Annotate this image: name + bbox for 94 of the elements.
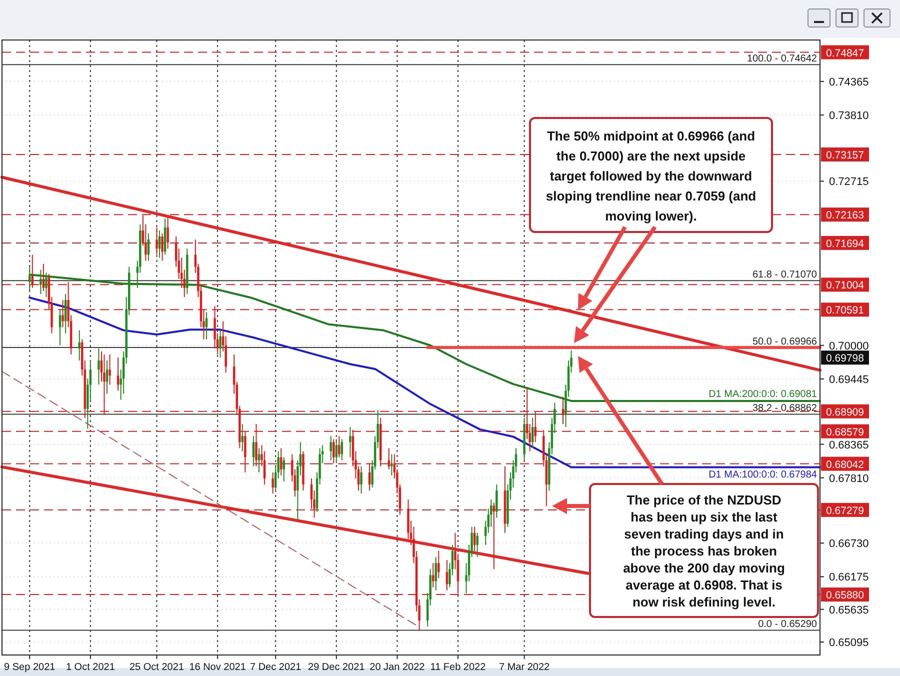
candlestick [42,263,45,292]
x-tick-label: 7 Mar 2022 [499,662,550,673]
series-label: D1 MA:200:0:0: 0.69081 [708,388,818,400]
candlestick [161,233,164,262]
y-tick-label: 0.67810 [829,472,869,485]
candlestick [338,436,340,458]
y-tick-label: 0.69445 [829,374,869,386]
candlestick [438,550,440,579]
x-tick-label: 7 Dec 2021 [250,662,302,673]
ref-line-label: 0.68909 [826,406,864,418]
annotation: 61.8 - 0.71070 [752,270,818,281]
x-tick-label: 9 Sep 2021 [4,662,56,673]
x-tick-label: 1 Oct 2021 [66,662,116,673]
y-tick-label: 0.65095 [829,637,869,649]
annotation: The price of the NZDUSD has been up six the last seven trading days and in the process has broken above the 200 day moving average at 0.6908. That is now risk defining level. [623,492,785,610]
candlestick [280,448,282,476]
candlestick [349,426,352,458]
series-label: D1 MA:100:0:0: 0.67984 [708,469,818,480]
candlestick [335,438,338,464]
candlestick [108,354,111,386]
ref-line-label: 0.68579 [826,426,864,438]
candlestick [252,436,255,467]
annotation: 50.0 - 0.69966 [752,336,818,348]
x-tick-label: 25 Oct 2021 [130,662,184,673]
ref-line-label: 0.70591 [826,304,864,317]
candlestick [106,360,108,394]
candlestick [534,411,536,443]
candlestick [156,226,158,256]
candlestick [31,254,34,288]
ref-line-label: 0.68042 [826,458,864,471]
x-tick-label: 29 Dec 2021 [308,662,366,673]
candlestick [531,417,534,449]
y-tick-label: 0.66175 [829,572,869,584]
candlestick [244,430,246,473]
candlestick [390,454,393,476]
candlestick [166,214,169,250]
candlestick [45,272,48,298]
y-tick-label: 0.74365 [829,76,869,88]
candlestick [330,436,332,461]
candlestick [434,556,437,591]
text-box: The price of the NZDUSD has been up six the last seven trading days and in the process has broken above the 200 day moving average at 0.6908. That is now risk defining level. [589,483,819,618]
candlestick [205,312,208,340]
candlestick [496,484,498,518]
x-tick-label: 20 Jan 2022 [370,662,426,673]
candlestick [64,293,67,334]
candlestick [432,562,434,588]
ref-line-label: 0.71004 [826,280,864,292]
candlestick [476,532,478,558]
candlestick [78,330,80,361]
candlestick [58,308,62,346]
annotation: 0.0 - 0.65290 [758,619,818,630]
candlestick [340,438,344,461]
candlestick [98,348,100,386]
text: 0.69798 [826,352,864,365]
candlestick [28,266,31,292]
y-tick-label: 0.68365 [829,439,869,452]
candlestick [562,396,564,424]
y-tick-label: 0.65635 [829,604,869,616]
candlestick [492,502,496,570]
candlestick [103,354,106,416]
candlestick [360,466,362,494]
ref-line-label: 0.72163 [826,210,864,222]
annotation: The 50% midpoint at 0.69966 (and the 0.7000) are the next upside target followed by the downward sloping trendline near 0.7059 (and moving lower). [546,128,756,224]
y-tick-label: 0.70000 [829,340,869,352]
ref-line-label: 0.73157 [826,149,864,162]
candlestick [282,456,285,482]
ref-line-label: 0.74847 [826,47,864,60]
candlestick [446,560,448,591]
ref-line-label: 0.71694 [826,238,864,250]
y-tick-label: 0.73810 [829,110,869,122]
candlestick [219,330,222,358]
candlestick [332,438,335,464]
x-tick-label: 16 Nov 2021 [189,662,246,673]
candlestick [368,462,371,492]
annotation: 100.0 - 0.74642 [746,54,818,65]
ref-line-label: 0.67279 [826,504,864,517]
candlestick [40,269,42,294]
candlestick [272,472,274,494]
candlestick [258,448,260,473]
candlestick [158,230,161,258]
candlestick [255,423,258,467]
y-tick-label: 0.72715 [829,176,869,188]
candlestick [388,448,390,470]
x-tick-label: 11 Feb 2022 [430,662,486,673]
ref-line-label: 0.65880 [826,590,864,602]
annotation: 38.2 - 0.68862 [752,403,818,414]
candlestick [241,423,244,452]
candlestick [473,526,476,552]
line-series [28,296,821,468]
text-box: The 50% midpoint at 0.69966 (and the 0.7000) are the next upside target followed by the downward sloping trendline near 0.7059 (and moving lower). [529,117,773,233]
candlestick [147,233,150,262]
y-tick-label: 0.66730 [829,538,869,550]
candlestick [116,356,120,392]
candlestick [62,300,64,328]
